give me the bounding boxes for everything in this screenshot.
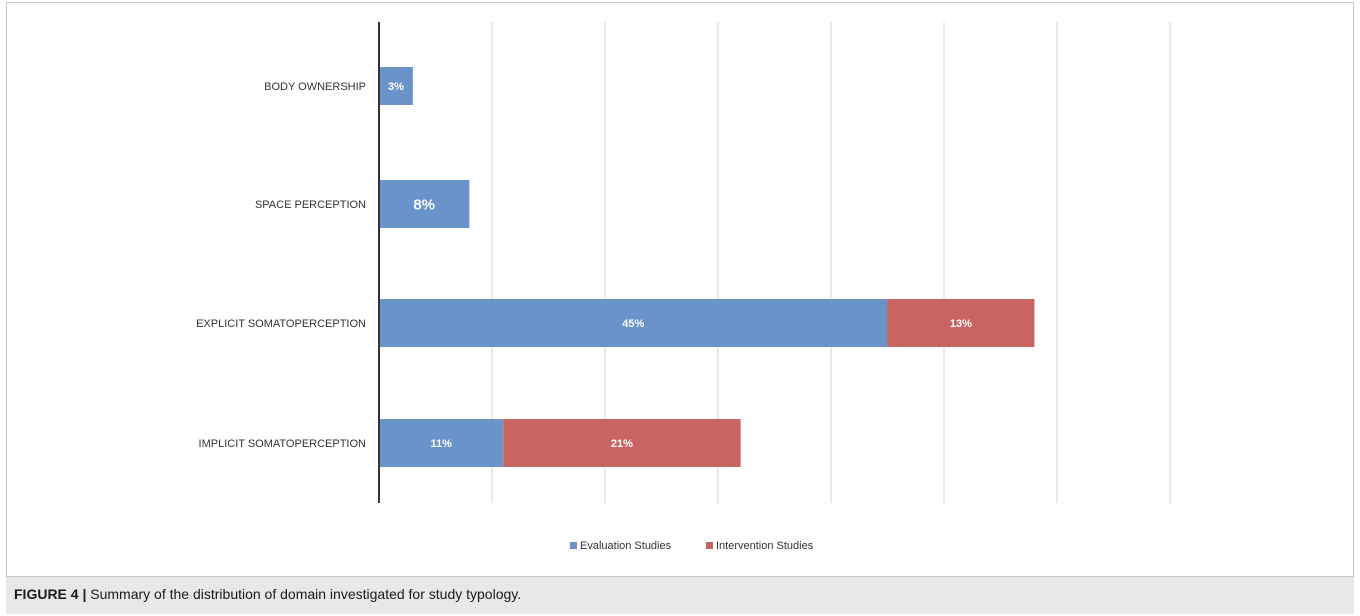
chart: 3% 8% 45% 13% 11% 21% BODY OWNERSHIP SPACE PER… <box>196 22 1171 552</box>
bar-value-label: 45% <box>622 318 644 330</box>
bar-value-label: 8% <box>413 196 435 213</box>
category-labels: BODY OWNERSHIP SPACE PERCEPTION EXPLICIT S… <box>196 81 366 450</box>
legend-swatch <box>570 542 577 549</box>
legend-label: Intervention Studies <box>716 540 814 552</box>
figure-label: FIGURE 4 | <box>14 586 87 602</box>
bar-evaluation <box>379 299 888 347</box>
legend-label: Evaluation Studies <box>580 540 672 552</box>
figure-caption: FIGURE 4 | Summary of the distribution o… <box>6 577 1354 614</box>
legend: Evaluation Studies Intervention Studies <box>570 540 814 552</box>
bar-evaluation <box>379 419 504 467</box>
bar-value-label: 21% <box>611 438 633 450</box>
bar-evaluation <box>379 180 470 228</box>
category-label: SPACE PERCEPTION <box>255 199 366 211</box>
caption-text: Summary of the distribution of domain in… <box>90 586 522 602</box>
bar-value-label: 11% <box>430 438 452 450</box>
bar-value-label: 3% <box>388 81 404 93</box>
legend-swatch <box>706 542 713 549</box>
bar-evaluation <box>379 67 413 105</box>
category-label: IMPLICIT SOMATOPERCEPTION <box>199 438 367 450</box>
bar-value-label: 13% <box>950 318 972 330</box>
figure-frame <box>6 2 1354 577</box>
bar-intervention <box>503 419 741 467</box>
category-label: EXPLICIT SOMATOPERCEPTION <box>196 318 366 330</box>
category-label: BODY OWNERSHIP <box>264 81 366 93</box>
bar-intervention <box>887 299 1035 347</box>
bars: 3% 8% 45% 13% 11% 21% <box>379 67 1035 467</box>
